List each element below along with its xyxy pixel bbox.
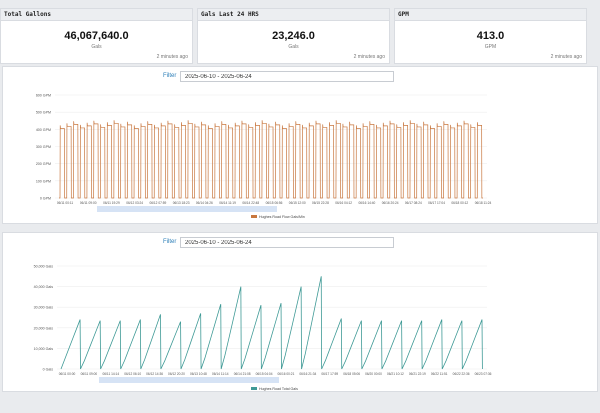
y-tick-label: 200 GPM	[36, 162, 51, 166]
x-tick-label: 06/13 10:48	[190, 372, 207, 376]
x-tick-label: 06/15 06:56	[266, 201, 283, 205]
legend-entry: Hughes Road Total Gals	[259, 387, 298, 391]
date-range-input[interactable]	[180, 237, 394, 248]
range-navigator	[97, 206, 277, 212]
filter-label: Filter	[163, 239, 177, 245]
card-updated: 2 minutes ago	[156, 54, 188, 60]
filter-label: Filter	[163, 73, 177, 79]
filter-row: Filter	[3, 237, 597, 249]
x-tick-label: 06/17 17:04	[428, 201, 445, 205]
x-tick-label: 06/14 04:26	[196, 201, 213, 205]
y-tick-label: 40,000 Gals	[34, 285, 54, 289]
x-tick-label: 06/16 14:40	[358, 201, 375, 205]
card-updated: 2 minutes ago	[353, 54, 385, 60]
x-tick-label: 06/11 09:00	[80, 201, 97, 205]
y-tick-label: 50,000 Gals	[34, 265, 54, 269]
x-tick-label: 06/12 14:36	[146, 372, 163, 376]
legend-entry: Hughes Road Flow Gals/Min	[259, 215, 305, 219]
card-value: 413.0	[476, 30, 505, 42]
date-range-input[interactable]	[180, 71, 394, 82]
gpm-card: GPM 413.0 GPM 2 minutes ago	[394, 8, 587, 64]
card-value: 46,067,640.0	[64, 30, 129, 42]
x-tick-label: 06/14 22:48	[242, 201, 259, 205]
x-tick-label: 06/11 14:14	[102, 372, 119, 376]
x-tick-label: 06/18 00:12	[451, 201, 468, 205]
x-tick-label: 06/20 00:00	[365, 372, 382, 376]
y-tick-label: 20,000 Gals	[34, 326, 54, 330]
x-tick-label: 06/17 08:24	[405, 201, 422, 205]
x-tick-label: 06/21 22:19	[409, 372, 426, 376]
card-unit: GPM	[484, 44, 497, 50]
x-tick-label: 06/16 00:21	[278, 372, 295, 376]
legend-swatch	[251, 387, 257, 390]
x-tick-label: 06/16 21:34	[299, 372, 316, 376]
x-tick-label: 06/11 09:00	[81, 372, 98, 376]
y-tick-label: 600 GPM	[36, 94, 51, 98]
flow-chart-panel: Filter 0 GPM 100 GPM 200 GPM 300 GPM 400 GPM…	[2, 66, 598, 224]
total-gallons-card: Total Gallons 46,067,640.0 Gals 2 minute…	[0, 8, 193, 64]
total-chart-panel: Filter 0 Gals 10,000 Gals 20,000 Gals 30,00…	[2, 232, 598, 392]
x-tick-label: 06/23 07:36	[475, 372, 492, 376]
total-series-line	[60, 276, 483, 370]
legend-swatch	[251, 215, 257, 218]
x-tick-label: 06/14 21:08	[234, 372, 251, 376]
filter-row: Filter	[3, 71, 597, 83]
card-updated: 2 minutes ago	[550, 54, 582, 60]
x-tick-label: 06/16 04:12	[335, 201, 352, 205]
x-tick-label: 06/12 03:24	[126, 201, 143, 205]
card-value: 23,246.0	[272, 30, 315, 42]
x-tick-label: 06/12 20:20	[168, 372, 185, 376]
x-tick-label: 06/17 17:59	[321, 372, 338, 376]
card-title: GPM	[395, 9, 586, 21]
x-tick-label: 06/13 18:23	[173, 201, 190, 205]
card-unit: Gals	[91, 44, 102, 50]
y-tick-label: 300 GPM	[36, 145, 51, 149]
x-tick-label: 06/22 22:36	[453, 372, 470, 376]
stats-row: Total Gallons 46,067,640.0 Gals 2 minute…	[0, 8, 600, 64]
x-tick-label: 06/11 00:00	[59, 372, 76, 376]
y-tick-label: 10,000 Gals	[34, 347, 54, 351]
x-tick-label: 06/11 00:11	[57, 201, 74, 205]
range-navigator	[99, 377, 279, 383]
x-tick-label: 06/21 10:12	[387, 372, 404, 376]
y-tick-label: 400 GPM	[36, 128, 51, 132]
x-tick-label: 06/12 06:10	[124, 372, 141, 376]
flow-chart: 0 GPM 100 GPM 200 GPM 300 GPM 400 GPM 500 GPM…	[36, 94, 492, 220]
card-title: Gals Last 24 HRS	[198, 9, 389, 21]
gals-24h-card: Gals Last 24 HRS 23,246.0 Gals 2 minutes…	[197, 8, 390, 64]
x-tick-label: 06/15 22:28	[312, 201, 329, 205]
card-title: Total Gallons	[1, 9, 192, 21]
x-tick-label: 06/11 19:29	[103, 201, 120, 205]
x-tick-label: 06/12 07:59	[149, 201, 166, 205]
flow-series-line	[59, 120, 483, 199]
card-unit: Gals	[288, 44, 299, 50]
x-tick-label: 06/14 11:19	[219, 201, 236, 205]
x-tick-label: 06/16 20:24	[382, 201, 399, 205]
y-tick-label: 500 GPM	[36, 111, 51, 115]
y-tick-label: 100 GPM	[36, 179, 51, 183]
y-tick-label: 0 Gals	[43, 368, 54, 372]
y-tick-label: 0 GPM	[40, 197, 51, 201]
y-tick-label: 30,000 Gals	[34, 306, 54, 310]
x-tick-label: 06/22 11:51	[431, 372, 448, 376]
x-tick-label: 06/15 04:04	[256, 372, 273, 376]
x-tick-label: 06/15 12:00	[289, 201, 306, 205]
total-chart: 0 Gals 10,000 Gals 20,000 Gals 30,000 Gals 4…	[34, 265, 492, 392]
x-tick-label: 06/18 05:06	[343, 372, 360, 376]
x-tick-label: 06/18 11:24	[475, 201, 492, 205]
x-tick-label: 06/14 11:14	[212, 372, 229, 376]
